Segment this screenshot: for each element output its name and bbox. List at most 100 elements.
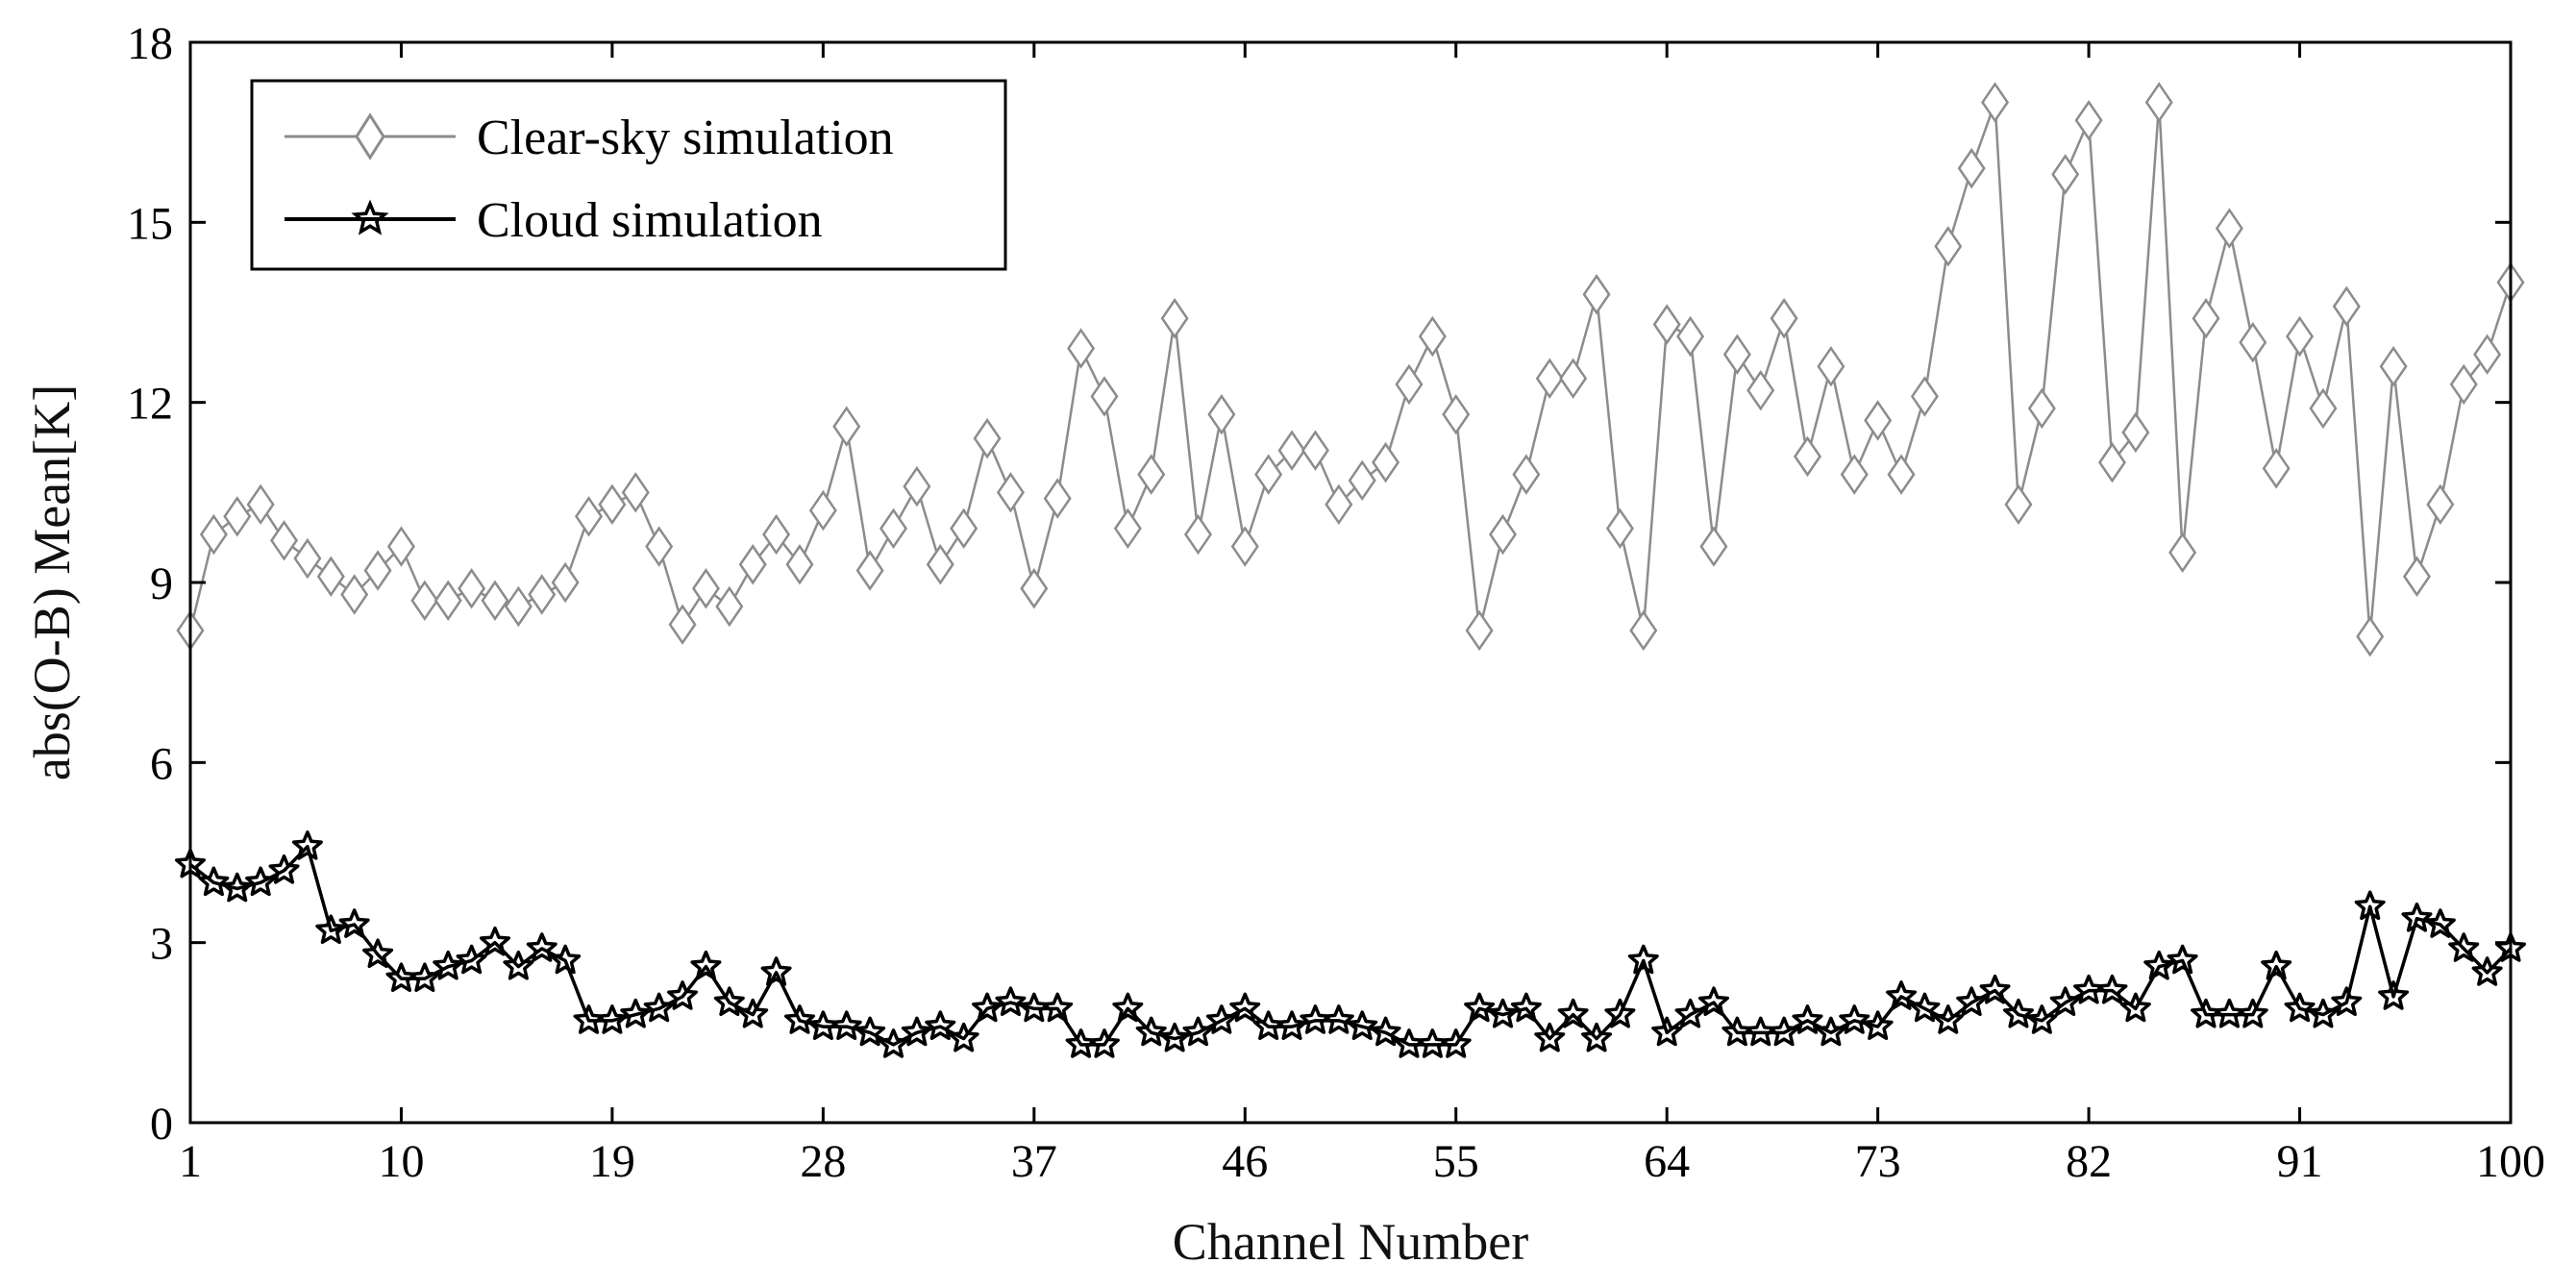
data-point xyxy=(2192,298,2220,339)
data-point xyxy=(2378,980,2410,1010)
data-point xyxy=(433,580,462,621)
data-point xyxy=(760,956,792,986)
data-point xyxy=(1792,1004,1823,1034)
x-axis-title: Channel Number xyxy=(1173,1213,1528,1271)
data-point xyxy=(1535,358,1564,399)
data-point xyxy=(198,866,230,897)
data-point xyxy=(1229,992,1261,1023)
data-point xyxy=(1956,986,1988,1016)
data-point xyxy=(1674,998,1706,1028)
data-point xyxy=(1370,1016,1401,1047)
data-point xyxy=(2401,902,2433,932)
data-point xyxy=(340,574,369,615)
data-point xyxy=(620,998,652,1028)
data-point xyxy=(2004,483,2033,526)
data-point xyxy=(1605,508,1634,550)
data-point xyxy=(1440,1028,1472,1058)
legend-box xyxy=(250,79,1007,271)
data-point xyxy=(2049,986,2081,1016)
data-point xyxy=(1604,998,1636,1028)
data-point xyxy=(1465,609,1494,652)
data-point xyxy=(199,513,228,556)
data-point xyxy=(598,483,627,526)
data-point xyxy=(386,526,415,567)
data-point xyxy=(223,496,252,537)
data-point xyxy=(1325,483,1353,526)
data-point xyxy=(1629,609,1658,652)
data-point xyxy=(1042,992,1074,1023)
data-point xyxy=(528,574,557,615)
y-axis-title: abs(O-B) Mean[K] xyxy=(23,384,81,780)
data-point xyxy=(1581,1022,1613,1053)
data-point xyxy=(667,980,699,1010)
data-point xyxy=(2356,615,2385,657)
data-point xyxy=(1559,358,1588,399)
data-point xyxy=(1277,430,1306,471)
data-point xyxy=(1839,1004,1870,1034)
data-point xyxy=(1348,459,1376,502)
data-point xyxy=(1909,992,1941,1023)
x-tick-label: 55 xyxy=(1433,1136,1479,1187)
data-point xyxy=(1372,441,1400,483)
legend-label-clear-sky: Clear-sky simulation xyxy=(477,111,894,165)
data-point xyxy=(1112,992,1144,1023)
data-point xyxy=(1887,454,1916,495)
data-point xyxy=(1160,298,1189,339)
data-point xyxy=(338,908,370,938)
data-point xyxy=(1815,1016,1846,1047)
x-tick-label: 100 xyxy=(2476,1136,2545,1187)
data-point xyxy=(879,508,908,550)
data-point xyxy=(2473,334,2502,375)
data-point xyxy=(2026,1004,2058,1034)
x-tick-label: 82 xyxy=(2066,1136,2112,1187)
data-point xyxy=(2307,998,2339,1028)
legend-marker-cloud xyxy=(351,199,389,235)
data-point xyxy=(901,1016,932,1047)
data-point xyxy=(1183,513,1213,556)
data-point xyxy=(456,944,487,975)
data-point xyxy=(1957,147,1986,189)
data-point xyxy=(2143,950,2175,980)
data-point xyxy=(738,544,767,585)
data-point xyxy=(973,417,1002,459)
data-point xyxy=(410,580,439,621)
data-point xyxy=(903,465,931,508)
data-point xyxy=(1979,974,2011,1004)
data-point xyxy=(2027,387,2056,430)
data-point xyxy=(479,926,511,956)
data-point xyxy=(643,992,675,1023)
y-tick-label: 9 xyxy=(150,558,173,609)
data-point xyxy=(1487,998,1519,1028)
data-point xyxy=(1207,393,1236,435)
data-point xyxy=(2331,986,2363,1016)
axis-ticks: 1 10 19 28 37 46 55 64 73 82 91 100 0 3 6 9 12 15 18 xyxy=(127,18,2545,1187)
data-point xyxy=(2309,387,2338,430)
y-tick-label: 12 xyxy=(127,379,173,430)
y-tick-label: 6 xyxy=(150,738,173,789)
data-point xyxy=(737,998,769,1028)
data-point xyxy=(316,556,345,597)
data-point xyxy=(785,544,814,585)
data-point xyxy=(2168,532,2197,573)
data-point xyxy=(2284,992,2316,1023)
data-point xyxy=(1582,274,1611,315)
x-tick-label: 64 xyxy=(1644,1136,1690,1187)
data-point xyxy=(1932,1004,1964,1034)
data-point xyxy=(291,830,323,860)
data-point xyxy=(690,950,722,980)
data-point xyxy=(268,854,300,884)
data-point xyxy=(1793,435,1821,478)
data-point xyxy=(1557,998,1589,1028)
data-point xyxy=(691,568,720,609)
data-point xyxy=(1043,478,1072,519)
data-point xyxy=(2096,974,2128,1004)
data-point xyxy=(1230,526,1259,567)
series-clear-sky xyxy=(178,84,2525,657)
data-point xyxy=(504,585,533,628)
data-point xyxy=(808,489,837,532)
data-point xyxy=(832,406,861,447)
series-cloud xyxy=(177,830,2527,1058)
data-point xyxy=(1862,1010,1894,1040)
data-point xyxy=(246,483,275,526)
data-point xyxy=(645,526,674,567)
